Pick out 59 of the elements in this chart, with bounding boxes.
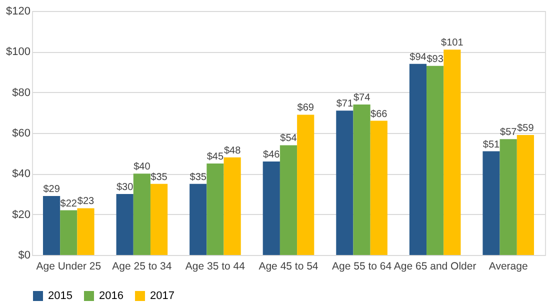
bar (42, 196, 60, 255)
bar (370, 120, 388, 255)
data-label: $40 (134, 162, 151, 173)
legend-label: 2017 (150, 290, 174, 302)
bar (77, 208, 94, 255)
bar (224, 157, 241, 255)
bar (116, 194, 134, 255)
x-tick-label: Age 55 to 64 (332, 260, 392, 272)
bar (409, 64, 427, 255)
legend-label: 2015 (48, 290, 72, 302)
data-label: $23 (77, 196, 95, 208)
data-label: $29 (43, 184, 60, 196)
data-label: $35 (190, 172, 207, 183)
data-label: $69 (297, 102, 314, 114)
legend-label: 2016 (99, 290, 124, 302)
data-label: $54 (280, 133, 298, 144)
data-label: $66 (370, 108, 388, 120)
data-label: $94 (410, 52, 427, 63)
data-label: $93 (426, 54, 444, 65)
y-tick-label: $80 (12, 86, 30, 99)
bar (336, 110, 354, 255)
bar (500, 139, 517, 255)
x-tick-label: Age 25 to 34 (112, 260, 172, 272)
x-tick-label: Age Under 25 (36, 260, 102, 272)
data-label: $22 (60, 198, 78, 210)
bar (353, 104, 370, 255)
bar (297, 114, 314, 255)
data-label: $48 (224, 145, 242, 156)
x-tick-label: Age 35 to 44 (185, 260, 246, 272)
data-label: $74 (353, 92, 371, 104)
y-tick-label: $120 (6, 6, 30, 18)
bar (280, 145, 298, 255)
data-label: $51 (482, 139, 500, 150)
bar (60, 210, 78, 255)
y-tick-label: $20 (12, 208, 30, 221)
bar (133, 174, 150, 255)
data-label: $59 (517, 123, 534, 134)
y-tick-label: $0 (18, 250, 30, 262)
y-tick-label: $60 (12, 128, 30, 140)
y-tick-label: $40 (12, 168, 30, 180)
data-label: $71 (336, 98, 354, 110)
x-tick-label: Age 65 and Older (394, 260, 477, 272)
bar (426, 66, 444, 255)
y-tick-label: $100 (6, 46, 30, 58)
bar (482, 151, 500, 255)
data-label: $46 (263, 149, 280, 160)
bar (262, 161, 280, 255)
bar (516, 135, 534, 255)
bar (150, 184, 168, 255)
data-label: $35 (150, 172, 168, 183)
bar (206, 164, 224, 255)
data-label: $57 (500, 127, 518, 138)
data-label: $45 (206, 152, 224, 162)
bar (444, 50, 461, 255)
x-tick-label: Average (488, 260, 528, 272)
data-label: $101 (441, 38, 464, 49)
data-label: $30 (116, 182, 134, 193)
bar (190, 184, 207, 255)
x-tick-label: Age 45 to 54 (258, 260, 318, 272)
